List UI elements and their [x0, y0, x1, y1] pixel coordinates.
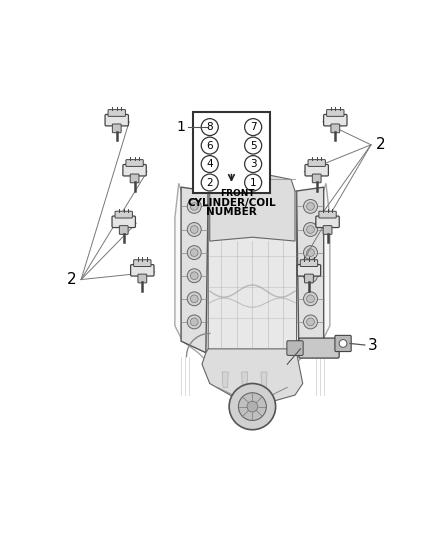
Circle shape — [191, 295, 198, 303]
Circle shape — [191, 318, 198, 326]
Circle shape — [191, 225, 198, 233]
FancyBboxPatch shape — [119, 225, 128, 235]
FancyBboxPatch shape — [138, 274, 147, 283]
Circle shape — [245, 156, 261, 173]
FancyBboxPatch shape — [335, 335, 351, 352]
Polygon shape — [241, 372, 248, 387]
Polygon shape — [210, 172, 295, 241]
Circle shape — [191, 249, 198, 256]
Circle shape — [187, 246, 201, 260]
FancyBboxPatch shape — [193, 112, 270, 193]
FancyBboxPatch shape — [304, 274, 313, 283]
Text: CYLINDER/COIL: CYLINDER/COIL — [187, 198, 276, 208]
Circle shape — [307, 203, 314, 210]
Circle shape — [201, 137, 218, 154]
Text: 1: 1 — [250, 177, 257, 188]
FancyBboxPatch shape — [297, 264, 321, 276]
FancyBboxPatch shape — [312, 174, 321, 183]
Circle shape — [304, 315, 318, 329]
Circle shape — [201, 174, 218, 191]
Text: NUMBER: NUMBER — [206, 207, 257, 217]
FancyBboxPatch shape — [108, 110, 125, 116]
FancyBboxPatch shape — [305, 165, 328, 176]
Text: 3: 3 — [367, 337, 378, 352]
Text: 6: 6 — [206, 141, 213, 151]
Circle shape — [304, 199, 318, 213]
Text: 3: 3 — [250, 159, 257, 169]
Circle shape — [307, 249, 314, 256]
Circle shape — [187, 292, 201, 306]
Circle shape — [187, 199, 201, 213]
FancyBboxPatch shape — [287, 341, 303, 356]
Circle shape — [191, 272, 198, 280]
Text: 8: 8 — [206, 122, 213, 132]
Circle shape — [307, 225, 314, 233]
Circle shape — [304, 246, 318, 260]
Polygon shape — [202, 349, 303, 403]
Circle shape — [201, 156, 218, 173]
Circle shape — [247, 401, 258, 412]
FancyBboxPatch shape — [115, 211, 132, 218]
Circle shape — [238, 393, 266, 421]
Text: 2: 2 — [375, 138, 385, 152]
Circle shape — [245, 174, 261, 191]
Circle shape — [307, 318, 314, 326]
FancyBboxPatch shape — [308, 159, 325, 166]
FancyBboxPatch shape — [300, 260, 318, 266]
Circle shape — [339, 340, 347, 348]
Text: FRONT: FRONT — [220, 189, 255, 198]
Polygon shape — [208, 191, 297, 360]
Circle shape — [245, 137, 261, 154]
FancyBboxPatch shape — [324, 115, 347, 126]
FancyBboxPatch shape — [134, 260, 151, 266]
FancyBboxPatch shape — [113, 124, 121, 133]
Polygon shape — [181, 187, 208, 353]
FancyBboxPatch shape — [331, 124, 340, 133]
Circle shape — [187, 269, 201, 282]
FancyBboxPatch shape — [123, 165, 146, 176]
Circle shape — [304, 292, 318, 306]
FancyBboxPatch shape — [112, 216, 135, 228]
Polygon shape — [222, 372, 228, 387]
Circle shape — [245, 119, 261, 135]
Text: 4: 4 — [206, 159, 213, 169]
Text: 2: 2 — [206, 177, 213, 188]
FancyBboxPatch shape — [105, 115, 128, 126]
FancyBboxPatch shape — [126, 159, 143, 166]
Polygon shape — [297, 187, 324, 353]
Circle shape — [229, 384, 276, 430]
Circle shape — [201, 119, 218, 135]
Circle shape — [187, 315, 201, 329]
Circle shape — [307, 272, 314, 280]
FancyBboxPatch shape — [327, 110, 344, 116]
Polygon shape — [261, 372, 267, 387]
Circle shape — [304, 223, 318, 237]
Circle shape — [187, 223, 201, 237]
FancyBboxPatch shape — [299, 338, 339, 358]
FancyBboxPatch shape — [130, 174, 139, 183]
Text: 1: 1 — [177, 120, 186, 134]
Circle shape — [304, 269, 318, 282]
FancyBboxPatch shape — [319, 211, 336, 218]
Circle shape — [191, 203, 198, 210]
FancyBboxPatch shape — [131, 264, 154, 276]
Polygon shape — [175, 183, 330, 399]
Text: 2: 2 — [67, 272, 77, 287]
Text: 5: 5 — [250, 141, 257, 151]
Circle shape — [307, 295, 314, 303]
Text: 7: 7 — [250, 122, 257, 132]
FancyBboxPatch shape — [316, 216, 339, 228]
FancyBboxPatch shape — [323, 225, 332, 235]
